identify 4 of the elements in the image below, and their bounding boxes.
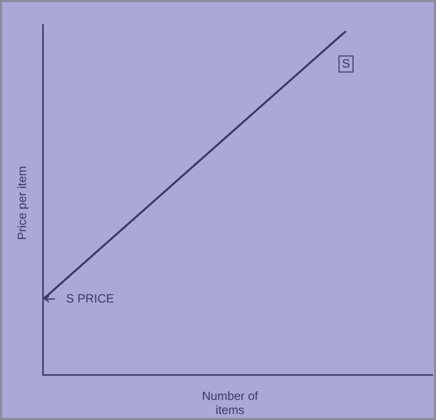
x-axis-title: Number of items — [202, 389, 259, 417]
y-axis-title: Price per item — [15, 166, 29, 240]
series-label: S — [342, 56, 350, 70]
annotation: S PRICE — [66, 292, 114, 306]
